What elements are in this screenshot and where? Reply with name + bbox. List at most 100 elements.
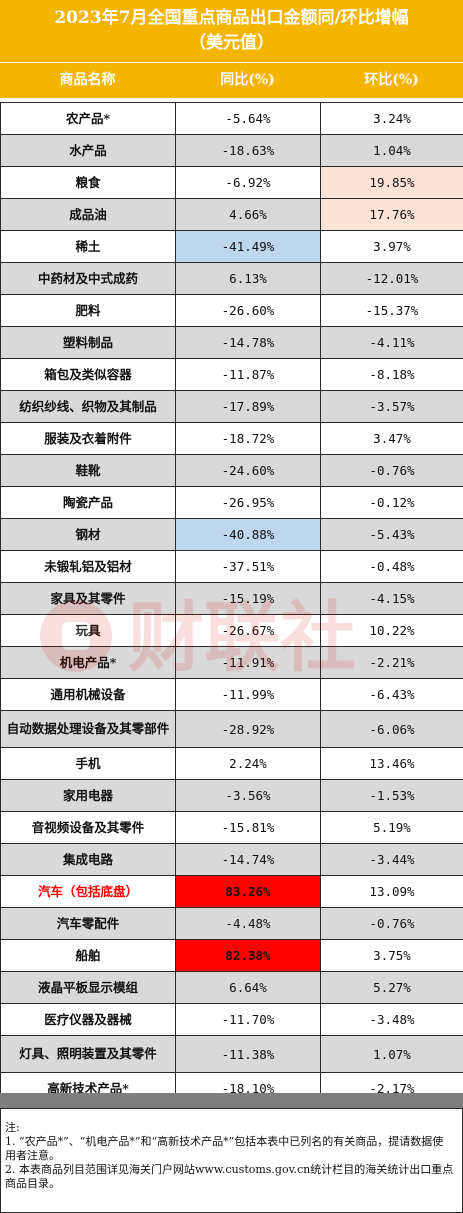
notes-line-1: 1. “农产品*”、“机电产品*”和“高新技术产品*”包括本表中已列名的有关商品… xyxy=(5,1135,444,1162)
cell-mom: -3.48% xyxy=(320,1003,463,1036)
table-row: 液晶平板显示模组 6.64% 5.27% xyxy=(0,971,463,1004)
cell-yoy: -17.89% xyxy=(175,390,321,423)
cell-yoy: -26.60% xyxy=(175,294,321,327)
cell-product-name: 音视频设备及其零件 xyxy=(0,811,176,844)
cell-yoy: -28.92% xyxy=(175,710,321,748)
cell-product-name: 医疗仪器及器械 xyxy=(0,1003,176,1036)
cell-product-name: 玩具 xyxy=(0,614,176,647)
cell-mom: -4.11% xyxy=(320,326,463,359)
cell-mom: -1.53% xyxy=(320,779,463,812)
table-row: 成品油 4.66% 17.76% xyxy=(0,198,463,231)
cell-product-name: 手机 xyxy=(0,747,176,780)
table-row: 鞋靴 -24.60% -0.76% xyxy=(0,454,463,487)
cell-mom: 5.19% xyxy=(320,811,463,844)
table-row: 通用机械设备 -11.99% -6.43% xyxy=(0,678,463,711)
table-row: 陶瓷产品 -26.95% -0.12% xyxy=(0,486,463,519)
table-title: 2023年7月全国重点商品出口金额同/环比增幅 （美元值） xyxy=(0,0,463,62)
cell-product-name: 肥料 xyxy=(0,294,176,327)
cell-yoy: -4.48% xyxy=(175,907,321,940)
cell-product-name: 农产品* xyxy=(0,102,176,135)
cell-mom: 10.22% xyxy=(320,614,463,647)
cell-yoy: -5.64% xyxy=(175,102,321,135)
cell-mom: 13.09% xyxy=(320,875,463,908)
table-row: 自动数据处理设备及其零部件 -28.92% -6.06% xyxy=(0,710,463,748)
cell-product-name: 未锻轧铝及铝材 xyxy=(0,550,176,583)
cell-yoy: -18.72% xyxy=(175,422,321,455)
cell-yoy: 82.38% xyxy=(175,939,321,972)
cell-product-name: 汽车（包括底盘） xyxy=(0,875,176,908)
cell-product-name: 中药材及中式成药 xyxy=(0,262,176,295)
cell-mom: -5.43% xyxy=(320,518,463,551)
table-row: 农产品* -5.64% 3.24% xyxy=(0,102,463,135)
cell-mom: -6.43% xyxy=(320,678,463,711)
cell-yoy: -26.67% xyxy=(175,614,321,647)
cell-mom: -0.76% xyxy=(320,454,463,487)
cell-yoy: -11.87% xyxy=(175,358,321,391)
cell-yoy: 4.66% xyxy=(175,198,321,231)
cell-mom: 17.76% xyxy=(320,198,463,231)
cell-product-name: 水产品 xyxy=(0,134,176,167)
table-row: 服装及衣着附件 -18.72% 3.47% xyxy=(0,422,463,455)
cell-mom: -12.01% xyxy=(320,262,463,295)
cell-product-name: 稀土 xyxy=(0,230,176,263)
table-row: 箱包及类似容器 -11.87% -8.18% xyxy=(0,358,463,391)
cell-yoy: -15.19% xyxy=(175,582,321,615)
cell-yoy: -14.74% xyxy=(175,843,321,876)
cell-yoy: -6.92% xyxy=(175,166,321,199)
table-row: 船舶 82.38% 3.75% xyxy=(0,939,463,972)
cell-yoy: -3.56% xyxy=(175,779,321,812)
cell-mom: 3.47% xyxy=(320,422,463,455)
cell-mom: -0.48% xyxy=(320,550,463,583)
cell-product-name: 家具及其零件 xyxy=(0,582,176,615)
title-line-2: （美元值） xyxy=(189,33,274,53)
cell-product-name: 箱包及类似容器 xyxy=(0,358,176,391)
cell-yoy: -18.63% xyxy=(175,134,321,167)
cell-mom: -8.18% xyxy=(320,358,463,391)
cell-mom: -6.06% xyxy=(320,710,463,748)
cell-product-name: 塑料制品 xyxy=(0,326,176,359)
cell-yoy: -14.78% xyxy=(175,326,321,359)
cell-product-name: 集成电路 xyxy=(0,843,176,876)
cell-yoy: -24.60% xyxy=(175,454,321,487)
cell-mom: 19.85% xyxy=(320,166,463,199)
data-table: 农产品* -5.64% 3.24% 水产品 -18.63% 1.04% 粮食 -6.92% 19… xyxy=(0,102,463,1105)
cell-mom: -3.57% xyxy=(320,390,463,423)
table-row: 未锻轧铝及铝材 -37.51% -0.48% xyxy=(0,550,463,583)
title-line-1: 2023年7月全国重点商品出口金额同/环比增幅 xyxy=(54,8,409,28)
cell-product-name: 陶瓷产品 xyxy=(0,486,176,519)
header-yoy: 同比(%) xyxy=(220,72,275,88)
table-row: 纺织纱线、织物及其制品 -17.89% -3.57% xyxy=(0,390,463,423)
table-row: 家具及其零件 -15.19% -4.15% xyxy=(0,582,463,615)
table-header: 商品名称 同比(%) 环比(%) xyxy=(0,62,463,98)
table-row: 医疗仪器及器械 -11.70% -3.48% xyxy=(0,1003,463,1036)
cell-mom: 5.27% xyxy=(320,971,463,1004)
cell-mom: 1.07% xyxy=(320,1035,463,1073)
cell-yoy: -11.91% xyxy=(175,646,321,679)
table-row: 塑料制品 -14.78% -4.11% xyxy=(0,326,463,359)
cell-mom: -4.15% xyxy=(320,582,463,615)
cell-mom: -2.21% xyxy=(320,646,463,679)
cell-product-name: 液晶平板显示模组 xyxy=(0,971,176,1004)
table-row: 汽车（包括底盘） 83.26% 13.09% xyxy=(0,875,463,908)
table-row: 手机 2.24% 13.46% xyxy=(0,747,463,780)
table-row: 水产品 -18.63% 1.04% xyxy=(0,134,463,167)
cell-yoy: -41.49% xyxy=(175,230,321,263)
cell-product-name: 灯具、照明装置及其零件 xyxy=(0,1035,176,1073)
table-row: 钢材 -40.88% -5.43% xyxy=(0,518,463,551)
cell-yoy: -37.51% xyxy=(175,550,321,583)
cell-product-name: 鞋靴 xyxy=(0,454,176,487)
cell-mom: 3.97% xyxy=(320,230,463,263)
cell-product-name: 成品油 xyxy=(0,198,176,231)
notes-label: 注: xyxy=(5,1121,20,1134)
cell-yoy: 6.64% xyxy=(175,971,321,1004)
cell-mom: 3.24% xyxy=(320,102,463,135)
cell-mom: 3.75% xyxy=(320,939,463,972)
table-row: 音视频设备及其零件 -15.81% 5.19% xyxy=(0,811,463,844)
cell-product-name: 机电产品* xyxy=(0,646,176,679)
table-row: 汽车零配件 -4.48% -0.76% xyxy=(0,907,463,940)
table-footer-bar xyxy=(0,1093,463,1108)
cell-mom: -0.12% xyxy=(320,486,463,519)
table-body: 农产品* -5.64% 3.24% 水产品 -18.63% 1.04% 粮食 -6.92% 19… xyxy=(0,102,463,1105)
cell-yoy: 6.13% xyxy=(175,262,321,295)
